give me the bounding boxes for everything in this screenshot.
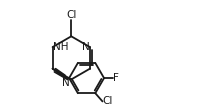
Text: F: F — [113, 73, 119, 83]
Text: N: N — [62, 78, 70, 88]
Text: NH: NH — [53, 42, 68, 52]
Text: Cl: Cl — [66, 10, 76, 20]
Text: Cl: Cl — [102, 96, 113, 106]
Text: N: N — [82, 42, 90, 52]
